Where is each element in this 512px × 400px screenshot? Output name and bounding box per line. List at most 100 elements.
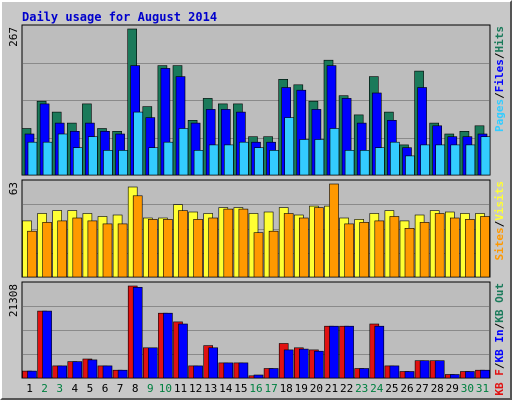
bar-sites-10 — [163, 219, 173, 278]
bar-pages-11 — [178, 128, 189, 176]
bar-kb-out-12 — [193, 365, 203, 379]
day-label-8: 8 — [132, 382, 139, 395]
day-label-20: 20 — [310, 382, 323, 395]
bar-kb-out-29 — [449, 374, 460, 379]
bar-sites-25 — [389, 216, 400, 278]
day-label-26: 26 — [400, 382, 413, 395]
bar-sites-16 — [253, 232, 264, 278]
bar-sites-6 — [102, 223, 113, 278]
bar-pages-26 — [405, 155, 415, 176]
bar-kb-out-31 — [480, 369, 490, 379]
bar-pages-20 — [314, 139, 325, 176]
bar-sites-2 — [42, 222, 52, 278]
bar-kb-out-23 — [359, 368, 370, 379]
bar-sites-30 — [465, 219, 475, 278]
bar-sites-5 — [87, 220, 98, 278]
bar-kb-out-24 — [374, 325, 385, 379]
bar-pages-22 — [344, 150, 355, 176]
bar-pages-27 — [420, 144, 430, 176]
bar-pages-12 — [193, 150, 204, 176]
bar-sites-24 — [374, 220, 385, 278]
day-label-23: 23 — [355, 382, 368, 395]
bar-kb-out-13 — [208, 347, 218, 379]
day-label-21: 21 — [325, 382, 338, 395]
day-label-15: 15 — [234, 382, 247, 395]
bar-pages-25 — [390, 141, 400, 176]
bar-pages-1 — [27, 141, 38, 176]
day-label-1: 1 — [26, 382, 33, 395]
day-label-2: 2 — [41, 382, 48, 395]
bar-pages-18 — [284, 117, 295, 176]
bar-kb-out-30 — [465, 371, 475, 379]
bar-kb-out-19 — [298, 348, 309, 379]
day-label-4: 4 — [71, 382, 78, 395]
day-label-14: 14 — [219, 382, 233, 395]
day-label-3: 3 — [56, 382, 63, 395]
chart-title: Daily usage for August 2014 — [22, 10, 218, 24]
bar-pages-2 — [42, 141, 53, 176]
bar-kb-out-18 — [283, 349, 294, 379]
bar-sites-31 — [480, 216, 490, 278]
bar-kb-out-8 — [132, 286, 143, 379]
bar-kb-out-25 — [389, 365, 400, 379]
bar-kb-out-17 — [268, 368, 279, 379]
bar-sites-11 — [178, 210, 188, 278]
max-label-visits-sites: 63 — [7, 182, 20, 195]
day-label-5: 5 — [87, 382, 94, 395]
bar-sites-28 — [434, 213, 445, 278]
legend-kb-in: KB In — [493, 329, 506, 362]
day-label-27: 27 — [415, 382, 428, 395]
bar-pages-8 — [133, 111, 143, 176]
day-label-29: 29 — [446, 382, 459, 395]
bar-kb-out-6 — [102, 365, 113, 379]
legend-hits: Hits — [493, 26, 506, 53]
bar-sites-17 — [268, 230, 279, 278]
bar-pages-13 — [208, 144, 219, 176]
bar-kb-out-26 — [404, 371, 415, 379]
bar-kb-out-28 — [434, 360, 445, 379]
bar-sites-20 — [314, 207, 324, 278]
legend-sites: Sites — [493, 227, 506, 260]
bar-pages-9 — [148, 147, 159, 176]
bar-kb-out-1 — [27, 370, 37, 379]
day-label-6: 6 — [102, 382, 109, 395]
bar-pages-15 — [239, 141, 249, 176]
bar-kb-out-22 — [344, 325, 354, 379]
bar-kb-out-2 — [42, 310, 52, 379]
legend-visits-sites: Sites/Visits — [493, 181, 506, 261]
day-label-16: 16 — [249, 382, 262, 395]
bar-sites-13 — [208, 217, 218, 278]
bar-kb-out-7 — [117, 369, 128, 379]
day-label-7: 7 — [117, 382, 124, 395]
legend-pages: Pages — [493, 99, 506, 132]
bar-sites-23 — [359, 222, 370, 278]
bar-kb-out-21 — [329, 325, 339, 379]
bar-pages-24 — [374, 147, 385, 176]
bar-sites-21 — [329, 183, 339, 278]
bar-sites-12 — [193, 219, 203, 278]
bar-sites-29 — [449, 217, 460, 278]
bar-pages-3 — [57, 133, 68, 176]
bar-sites-15 — [238, 208, 249, 278]
max-label-kbf-kbin-kbout: 21308 — [7, 284, 20, 317]
bar-pages-30 — [465, 144, 476, 176]
legend-visits: Visits — [493, 181, 506, 221]
bar-pages-14 — [224, 144, 234, 176]
bar-sites-4 — [72, 217, 83, 278]
bar-kb-out-20 — [314, 350, 324, 379]
day-label-24: 24 — [370, 382, 384, 395]
bar-kb-out-11 — [178, 323, 188, 379]
day-label-30: 30 — [461, 382, 474, 395]
bar-sites-7 — [117, 223, 128, 278]
legend-kbf-kbin-kbout: KB F/KB In/KB Out — [493, 283, 506, 396]
legend-separator: / — [493, 362, 506, 369]
legend-separator: / — [493, 92, 506, 99]
bar-pages-19 — [299, 139, 310, 176]
bar-pages-10 — [163, 141, 174, 176]
bar-pages-29 — [450, 144, 461, 176]
day-label-13: 13 — [204, 382, 217, 395]
max-label-hits-files-pages: 267 — [7, 27, 20, 47]
bar-kb-out-14 — [223, 362, 234, 379]
legend-separator: / — [493, 322, 506, 329]
